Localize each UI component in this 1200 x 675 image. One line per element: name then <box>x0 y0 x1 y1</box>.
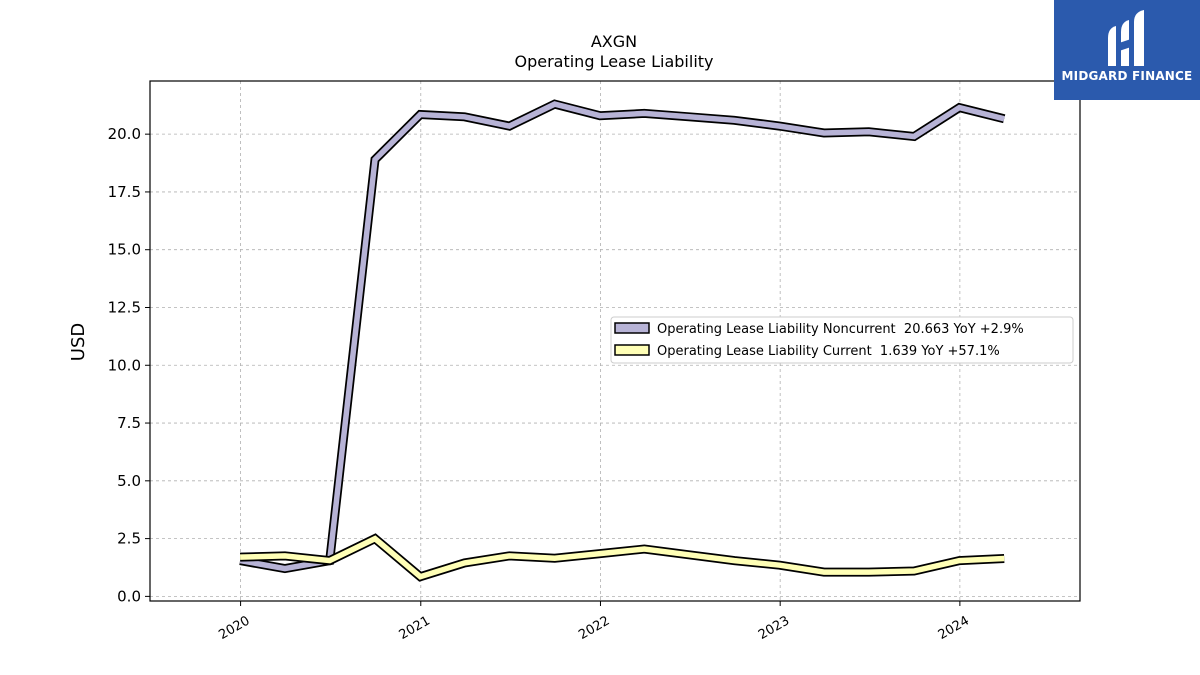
legend-box <box>610 316 1074 364</box>
chart-title: AXGN <box>591 32 637 51</box>
legend-swatch-current <box>614 344 650 356</box>
x-tick-label: 2021 <box>397 613 433 643</box>
x-tick-label: 2023 <box>756 613 792 643</box>
legend-label-noncurrent: Operating Lease Liability Noncurrent 20.… <box>657 322 1024 337</box>
legend-label-current: Operating Lease Liability Current 1.639 … <box>657 344 1000 359</box>
y-tick-label: 5.0 <box>117 472 141 490</box>
plot-frame <box>149 80 1081 602</box>
y-tick-label: 0.0 <box>117 587 141 605</box>
logo-mark-icon <box>1108 10 1144 66</box>
legend-swatch-noncurrent <box>614 322 650 334</box>
x-tick-label: 2020 <box>216 613 252 643</box>
legend: Operating Lease Liability Noncurrent 20.… <box>610 316 1074 364</box>
midgard-finance-logo: MIDGARD FINANCE <box>1054 0 1200 100</box>
logo-text: MIDGARD FINANCE <box>1061 69 1193 83</box>
series-line <box>240 535 1005 580</box>
series-layer <box>239 99 1006 582</box>
y-tick-label: 10.0 <box>108 356 141 374</box>
y-axis-label: USD <box>68 323 89 361</box>
series-1 <box>239 533 1005 582</box>
chart-subtitle: Operating Lease Liability <box>514 52 713 71</box>
series-line <box>239 101 1005 572</box>
y-tick-label: 17.5 <box>108 183 141 201</box>
x-tick-label: 2024 <box>936 613 972 643</box>
x-tick-label: 2022 <box>576 613 612 643</box>
y-tick-label: 20.0 <box>108 125 141 143</box>
x-axis: 2020 2021 2022 2023 2024 <box>216 601 972 643</box>
grid <box>150 81 1080 601</box>
y-tick-label: 7.5 <box>117 414 141 432</box>
y-tick-label: 2.5 <box>117 530 141 548</box>
series-0 <box>239 99 1006 574</box>
y-tick-label: 12.5 <box>108 298 141 316</box>
y-axis: 0.0 2.5 5.0 7.5 10.0 12.5 15.0 17.5 20.0 <box>108 125 150 605</box>
y-tick-label: 15.0 <box>108 241 141 259</box>
